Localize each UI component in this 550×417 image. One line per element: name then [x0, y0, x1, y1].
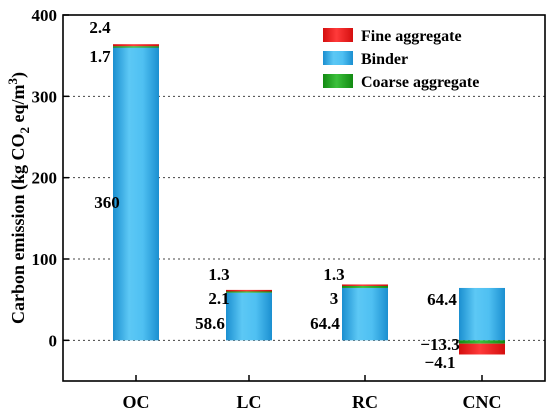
legend: Fine aggregate Binder Coarse aggregate	[323, 28, 479, 91]
legend-swatch-coarse-aggregate	[323, 74, 353, 88]
y-axis-title-superscript: 3	[5, 77, 20, 84]
y-tick-label: 300	[32, 87, 58, 106]
bar-binder-lc	[226, 292, 272, 341]
x-tick-label-lc: LC	[236, 392, 261, 412]
y-axis: 0 100 200 300 400	[32, 6, 69, 350]
legend-label-binder: Binder	[361, 51, 408, 68]
bar-coarse-aggregate-oc	[113, 46, 159, 48]
legend-swatch-binder	[323, 51, 353, 65]
data-labels: 2.4 1.7 360 1.3 2.1 58.6 1.3 3 64.4 64.4 −13.3−4.1	[89, 18, 459, 372]
x-tick-label-rc: RC	[352, 392, 378, 412]
y-axis-title-end: )	[8, 72, 29, 78]
x-axis: OC LC RC CNC	[123, 375, 502, 412]
y-tick-label: 200	[32, 169, 58, 188]
data-label: 2.4	[89, 18, 111, 37]
bar-binder-oc	[113, 47, 159, 341]
bar-binder-rc	[342, 287, 388, 341]
bar-fine-aggregate-oc	[113, 44, 159, 47]
y-axis-title-mid: eq/m	[8, 84, 28, 127]
legend-label-fine-aggregate: Fine aggregate	[361, 28, 462, 45]
x-tick-label-cnc: CNC	[463, 392, 502, 412]
data-label: 58.6	[195, 314, 225, 333]
y-axis-title: Carbon emission (kg CO2 eq/m3)	[5, 72, 32, 324]
bar-fine-aggregate-cnc	[459, 343, 505, 355]
data-label: 64.4	[427, 290, 457, 309]
data-label: 2.1	[208, 289, 229, 308]
bar-coarse-aggregate-rc	[342, 285, 388, 288]
legend-label-coarse-aggregate: Coarse aggregate	[361, 74, 479, 91]
x-tick-label-oc: OC	[123, 392, 150, 412]
data-label: −4.1	[425, 353, 456, 372]
y-tick-label: 400	[32, 6, 58, 25]
bar-coarse-aggregate-lc	[226, 290, 272, 293]
data-label: 1.3	[323, 265, 344, 284]
data-label: −13.3	[420, 335, 459, 354]
data-label: 360	[94, 193, 120, 212]
legend-swatch-fine-aggregate	[323, 28, 353, 42]
data-label: 64.4	[310, 314, 340, 333]
bars	[113, 44, 505, 355]
data-label: 1.3	[208, 265, 229, 284]
bar-fine-aggregate-lc	[226, 289, 272, 292]
y-tick-label: 0	[49, 331, 58, 350]
y-axis-title-subscript: 2	[17, 127, 32, 134]
data-label: 1.7	[89, 47, 111, 66]
y-axis-title-main: Carbon emission (kg CO	[8, 133, 29, 324]
data-label: 3	[330, 289, 339, 308]
bar-fine-aggregate-rc	[342, 284, 388, 286]
y-tick-label: 100	[32, 250, 58, 269]
bar-coarse-aggregate-cnc	[459, 340, 505, 344]
plot-frame	[62, 14, 546, 382]
bar-binder-cnc	[459, 287, 505, 341]
